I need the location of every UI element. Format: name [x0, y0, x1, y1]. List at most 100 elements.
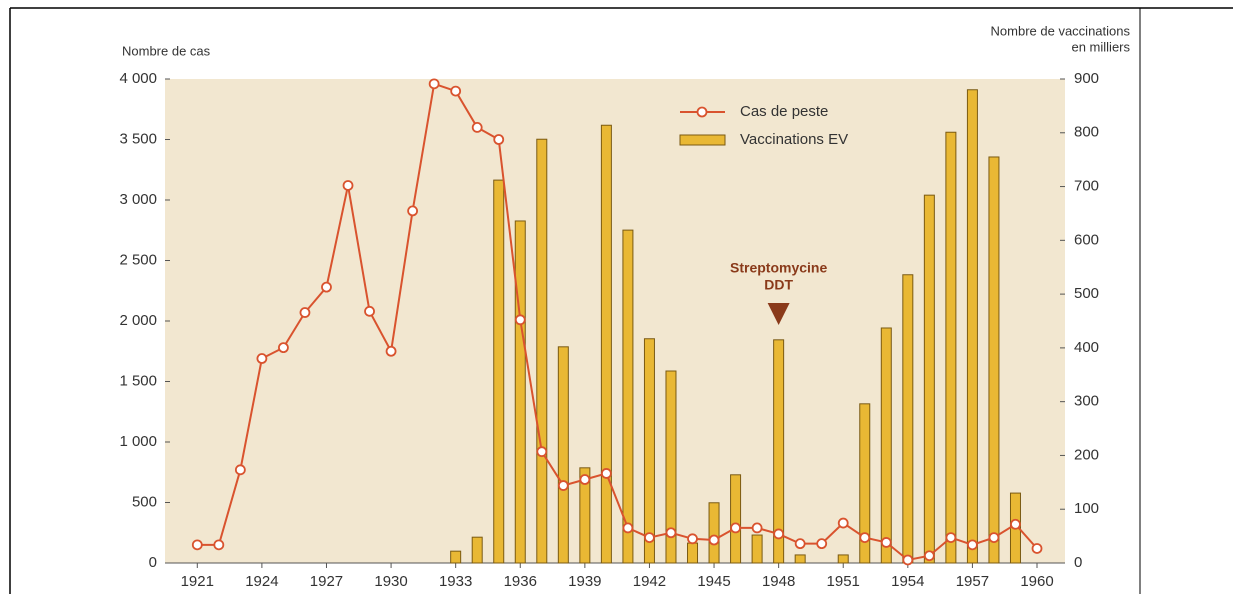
point — [536, 446, 548, 458]
point — [579, 474, 591, 485]
legend-swatch — [679, 134, 726, 146]
bar — [687, 542, 699, 564]
point — [514, 314, 526, 326]
point — [428, 78, 440, 90]
y2-tick-label: 800 — [1074, 124, 1099, 141]
point — [191, 539, 203, 551]
annotation-arrow — [767, 303, 790, 325]
bar — [945, 131, 957, 564]
point — [1031, 543, 1043, 554]
y-axis-label: Nombre de cas — [122, 43, 211, 58]
x-tick-label: 1954 — [891, 573, 924, 590]
bar — [902, 274, 914, 564]
y-tick-label: 3 000 — [119, 191, 157, 208]
bar — [794, 554, 806, 564]
point — [557, 480, 569, 491]
x-tick-label: 1951 — [827, 573, 860, 590]
x-tick-label: 1936 — [504, 573, 537, 590]
point — [213, 539, 225, 551]
bar — [643, 338, 655, 564]
bar — [471, 536, 483, 564]
y-tick-label: 2 000 — [119, 312, 157, 329]
point — [407, 205, 419, 217]
point — [278, 342, 289, 354]
point — [988, 532, 1000, 543]
plot-area — [165, 79, 1065, 563]
legend-swatch — [696, 106, 708, 118]
y2-tick-label: 100 — [1074, 500, 1099, 517]
point — [923, 550, 935, 562]
point — [687, 533, 698, 545]
y2-tick-label: 500 — [1074, 285, 1099, 302]
point — [880, 537, 892, 548]
x-tick-label: 1948 — [762, 573, 795, 590]
bar — [450, 550, 462, 564]
annotation: DDT — [764, 277, 793, 293]
point — [1010, 518, 1021, 530]
point — [816, 538, 828, 550]
point — [385, 345, 397, 357]
bar — [773, 339, 785, 564]
point — [256, 353, 268, 364]
point — [902, 554, 914, 566]
annotation: Streptomycine — [730, 260, 827, 276]
bar — [622, 229, 634, 564]
bar — [751, 534, 763, 564]
point — [773, 528, 785, 540]
x-tick-label: 1921 — [181, 573, 214, 590]
y-tick-label: 2 500 — [119, 251, 157, 268]
bar — [730, 474, 742, 564]
point — [493, 134, 505, 145]
y-tick-label: 1 000 — [119, 433, 157, 450]
bar — [988, 156, 1000, 564]
x-tick-label: 1957 — [956, 573, 989, 590]
x-tick-label: 1942 — [633, 573, 666, 590]
x-tick-label: 1945 — [697, 573, 730, 590]
y2-tick-label: 300 — [1074, 393, 1099, 410]
bar — [600, 124, 612, 564]
point — [299, 307, 311, 318]
y-tick-label: 4 000 — [119, 70, 157, 87]
point — [967, 539, 978, 551]
legend-label: Cas de peste — [740, 103, 828, 120]
bar — [708, 502, 720, 564]
y2-tick-label: 400 — [1074, 339, 1099, 356]
y2-tick-label: 600 — [1074, 231, 1099, 248]
point — [730, 522, 741, 534]
y2-axis-label: Nombre de vaccinations — [991, 23, 1131, 38]
legend-label: Vaccinations EV — [740, 131, 848, 148]
y-tick-label: 0 — [149, 554, 157, 571]
point — [794, 538, 806, 550]
y2-tick-label: 900 — [1074, 70, 1099, 87]
x-tick-label: 1960 — [1020, 573, 1053, 590]
point — [665, 527, 677, 539]
x-tick-label: 1933 — [439, 573, 472, 590]
y2-axis-label: en milliers — [1071, 39, 1130, 54]
point — [600, 468, 612, 479]
bar — [923, 194, 935, 564]
bar — [557, 346, 569, 564]
point — [859, 532, 871, 543]
bar — [665, 370, 677, 564]
y2-tick-label: 200 — [1074, 446, 1099, 463]
point — [751, 522, 763, 534]
y-tick-label: 500 — [132, 493, 157, 510]
bar — [966, 89, 978, 564]
y2-tick-label: 700 — [1074, 178, 1099, 195]
bar — [579, 467, 591, 564]
bar — [837, 554, 849, 564]
point — [945, 532, 957, 543]
point — [644, 532, 655, 543]
bar — [536, 138, 548, 564]
point — [234, 464, 246, 476]
y-tick-label: 3 500 — [119, 130, 157, 147]
x-tick-label: 1930 — [374, 573, 407, 590]
point — [342, 180, 354, 191]
point — [622, 522, 634, 534]
y-tick-label: 1 500 — [119, 372, 157, 389]
point — [364, 305, 375, 317]
line — [197, 82, 1038, 562]
x-tick-label: 1924 — [245, 573, 278, 590]
point — [321, 281, 332, 293]
